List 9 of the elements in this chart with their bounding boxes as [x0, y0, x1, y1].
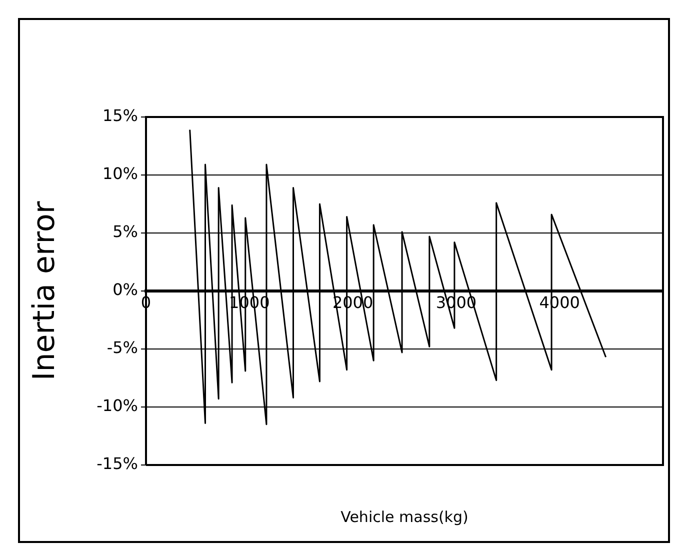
- y-tick-label: 0%: [112, 280, 138, 300]
- y-tick-label: -5%: [106, 338, 138, 358]
- y-tick-label: -10%: [96, 396, 138, 416]
- y-tick-label: 5%: [112, 222, 138, 242]
- y-axis-title: Inertia error: [26, 200, 62, 381]
- x-axis-title: Vehicle mass(kg): [340, 508, 470, 526]
- y-tick-label: 15%: [102, 106, 138, 126]
- y-tick-label: 10%: [102, 164, 138, 184]
- y-tick-label: -15%: [96, 454, 138, 474]
